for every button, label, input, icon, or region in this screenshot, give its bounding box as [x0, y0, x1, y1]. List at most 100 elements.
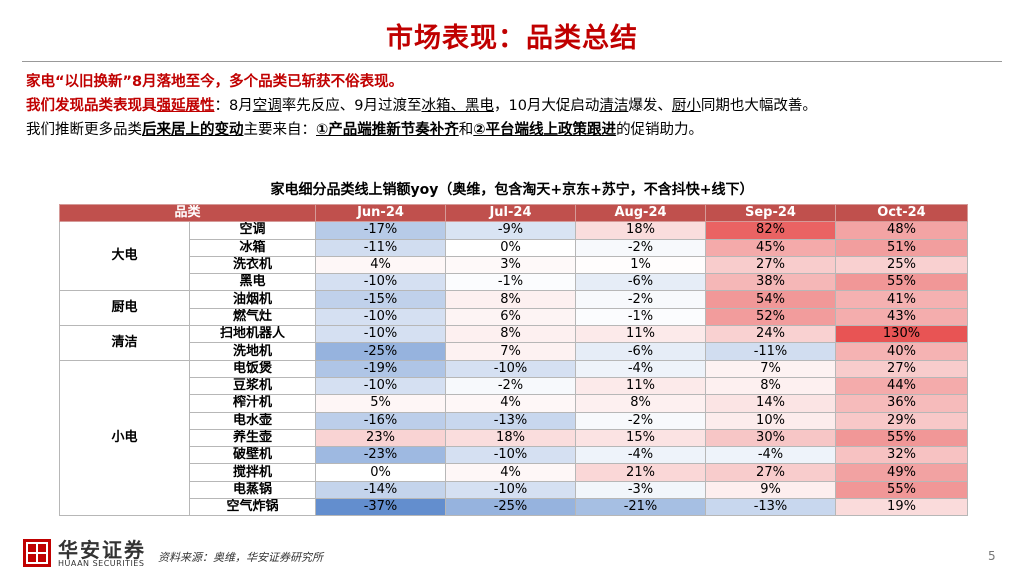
- yoy-cell: 11%: [575, 376, 706, 396]
- yoy-cell: 10%: [705, 411, 836, 430]
- subcategory-label: 扫地机器人: [189, 325, 316, 344]
- yoy-cell: 21%: [575, 463, 706, 482]
- subcategory-label: 洗地机: [189, 342, 316, 361]
- yoy-cell: 27%: [705, 463, 836, 482]
- yoy-cell: 55%: [835, 428, 968, 448]
- yoy-cell: -3%: [575, 480, 706, 500]
- line2-kitchen-small: 厨小: [671, 98, 701, 114]
- line2-text: 率先反应、9月过渡至: [281, 98, 422, 114]
- yoy-cell: 43%: [835, 307, 968, 327]
- yoy-cell: 82%: [705, 221, 836, 240]
- yoy-cell: 7%: [705, 359, 836, 378]
- group-label: 小电: [59, 359, 190, 517]
- yoy-cell: 8%: [445, 325, 576, 344]
- subcategory-label: 洗衣机: [189, 255, 316, 275]
- line3-text: 的促销助力。: [616, 122, 704, 138]
- huaan-logo-icon: [23, 539, 51, 567]
- table-row: 厨电 油烟机 -15% 8% -2% 54% 41%: [59, 290, 968, 327]
- yoy-cell: -6%: [575, 273, 706, 292]
- category-header: 品类: [59, 203, 316, 223]
- yoy-cell: 27%: [835, 359, 968, 378]
- page-title: 市场表现：品类总结: [386, 23, 638, 54]
- page-number: 5: [988, 549, 996, 563]
- yoy-cell: -4%: [575, 446, 706, 465]
- subcategory-label: 油烟机: [189, 290, 316, 309]
- table-row: 小电 电饭煲 -19% -10% -4% 7% 27%: [59, 359, 968, 517]
- yoy-cell: -13%: [705, 498, 836, 517]
- yoy-cell: 3%: [445, 255, 576, 275]
- yoy-cell: -6%: [575, 342, 706, 361]
- logo-text-en: HUAAN SECURITIES: [58, 559, 145, 568]
- yoy-cell: -2%: [575, 290, 706, 309]
- yoy-cell: 8%: [445, 290, 576, 309]
- subcategory-label: 电饭煲: [189, 359, 316, 378]
- yoy-cell: -25%: [315, 342, 446, 361]
- line3-text: 和: [458, 122, 474, 138]
- yoy-cell: 55%: [835, 480, 968, 500]
- table-title: 家电细分品类线上销额yoy（奥维，包含淘天+京东+苏宁，不含抖快+线下）: [270, 182, 754, 198]
- table-row: 搅拌机 0% 4% 21% 27% 49%: [60, 463, 968, 482]
- yoy-cell: 40%: [835, 342, 968, 361]
- yoy-cell: -15%: [315, 290, 446, 309]
- yoy-cell: -19%: [315, 359, 446, 378]
- yoy-cell: 44%: [835, 376, 968, 396]
- yoy-cell: -10%: [445, 446, 576, 465]
- table-row: 冰箱 -11% 0% -2% 45% 51%: [60, 238, 968, 257]
- yoy-cell: 0%: [315, 463, 446, 482]
- yoy-cell: -21%: [575, 498, 706, 517]
- yoy-cell: -1%: [445, 273, 576, 292]
- table-row: 豆浆机 -10% -2% 11% 8% 44%: [60, 376, 968, 396]
- yoy-cell: -23%: [315, 446, 446, 465]
- line2-text: 同期也大幅改善。: [700, 98, 817, 114]
- subcategory-label: 空气炸锅: [189, 498, 316, 517]
- yoy-cell: 4%: [445, 394, 576, 413]
- yoy-cell: 4%: [445, 463, 576, 482]
- yoy-cell: 48%: [835, 221, 968, 240]
- table-header-row: 品类 Jun-24 Jul-24 Aug-24 Sep-24 Oct-24: [59, 203, 968, 223]
- yoy-cell: 45%: [705, 238, 836, 257]
- yoy-cell: -10%: [315, 307, 446, 327]
- yoy-cell: -10%: [315, 325, 446, 344]
- subcategory-label: 电水壶: [189, 411, 316, 430]
- yoy-cell: -2%: [575, 411, 706, 430]
- yoy-cell: -2%: [445, 376, 576, 396]
- table-row: 电水壶 -16% -13% -2% 10% 29%: [60, 411, 968, 430]
- yoy-cell: 6%: [445, 307, 576, 327]
- summary-line-2: 我们发现品类表现具强延展性：8月空调率先反应、9月过渡至冰箱、黑电，10月大促启…: [26, 94, 1011, 118]
- yoy-cell: 55%: [835, 273, 968, 292]
- table-row: 电蒸锅 -14% -10% -3% 9% 55%: [60, 480, 968, 500]
- yoy-cell: -37%: [315, 498, 446, 517]
- yoy-cell: 18%: [445, 428, 576, 448]
- table-row: 洗地机 -25% 7% -6% -11% 40%: [60, 342, 968, 361]
- subcategory-label: 养生壶: [189, 428, 316, 448]
- yoy-cell: -11%: [315, 238, 446, 257]
- yoy-cell: 32%: [835, 446, 968, 465]
- yoy-cell: -10%: [315, 376, 446, 396]
- line2-text: ，10月大促启动: [493, 98, 600, 114]
- yoy-cell: 8%: [575, 394, 706, 413]
- line2-keyword: 强延展性: [156, 98, 215, 114]
- month-header: Sep-24: [705, 203, 836, 223]
- group-label: 厨电: [59, 290, 190, 327]
- summary-line-3: 我们推断更多品类后来居上的变动主要来自：①产品端推新节奏补齐和②平台端线上政策跟…: [26, 118, 1011, 142]
- yoy-cell: 19%: [835, 498, 968, 517]
- line2-text: ：8月: [214, 98, 253, 114]
- subcategory-label: 空调: [189, 221, 316, 240]
- yoy-cell: 52%: [705, 307, 836, 327]
- yoy-cell: -14%: [315, 480, 446, 500]
- yoy-cell: 1%: [575, 255, 706, 275]
- line3-text: 我们推断更多品类: [26, 122, 142, 138]
- table-body: 大电 空调 -17% -9% 18% 82% 48% 冰箱 -11% 0% -2% 45% 51% 洗衣机…: [59, 221, 968, 517]
- yoy-cell: -10%: [445, 359, 576, 378]
- line2-text: 爆发、: [628, 98, 672, 114]
- yoy-cell: 15%: [575, 428, 706, 448]
- line2-ac: 空调: [252, 98, 282, 114]
- yoy-cell: 0%: [445, 238, 576, 257]
- subcategory-label: 破壁机: [189, 446, 316, 465]
- line3-product: ①产品端推新节奏补齐: [316, 122, 459, 138]
- yoy-cell: 38%: [705, 273, 836, 292]
- yoy-cell: -25%: [445, 498, 576, 517]
- subcategory-label: 搅拌机: [189, 463, 316, 482]
- line2-fridge-tv: 冰箱、黑电: [421, 98, 494, 114]
- line3-keyword: 后来居上的变动: [142, 122, 244, 138]
